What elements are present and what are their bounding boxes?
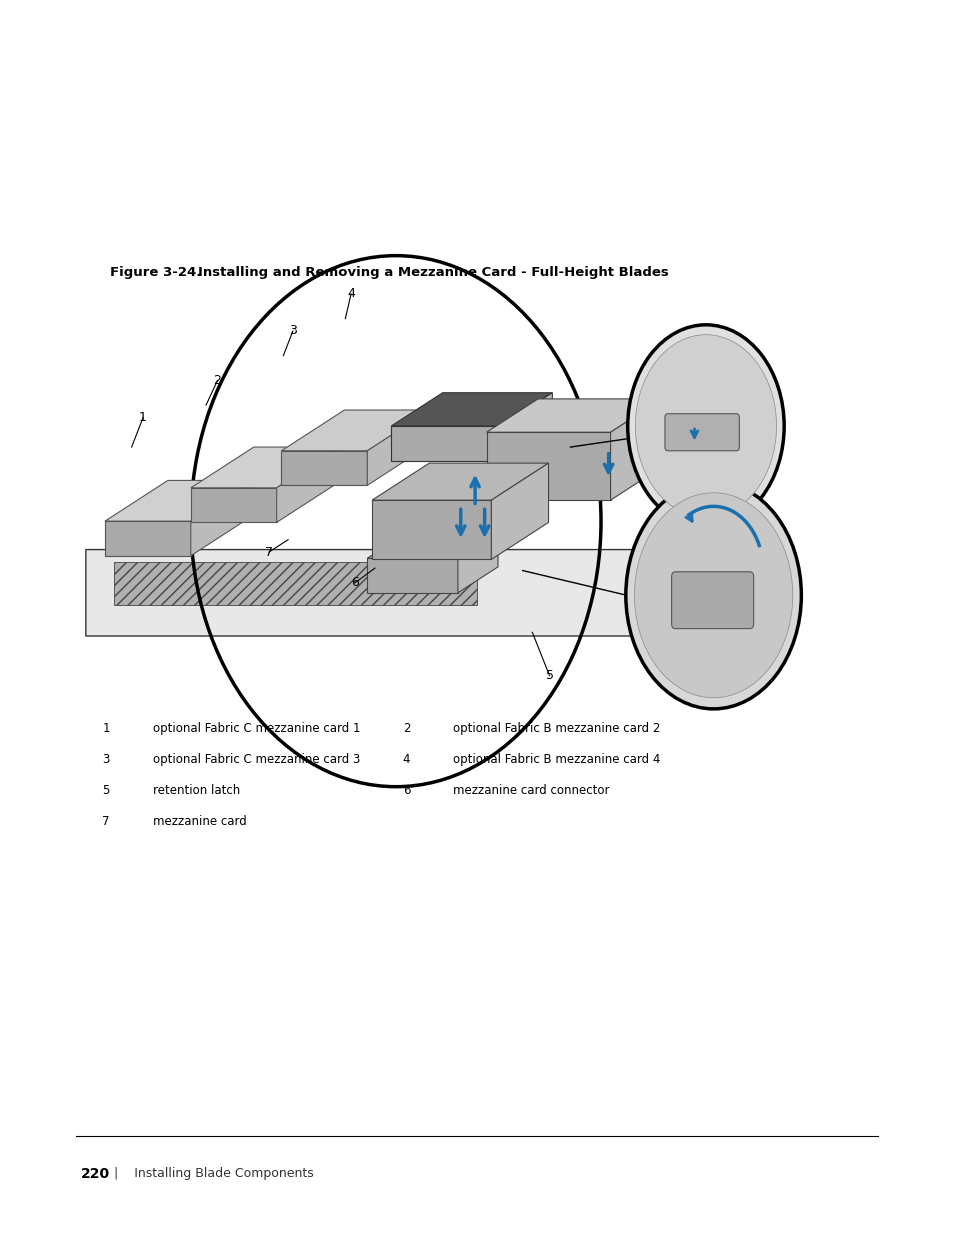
Polygon shape bbox=[372, 500, 491, 559]
Polygon shape bbox=[457, 532, 497, 593]
Text: 3: 3 bbox=[102, 753, 110, 767]
Text: Installing and Removing a Mezzanine Card - Full-Height Blades: Installing and Removing a Mezzanine Card… bbox=[198, 266, 668, 279]
Circle shape bbox=[625, 482, 801, 709]
Polygon shape bbox=[391, 393, 552, 426]
Text: mezzanine card: mezzanine card bbox=[152, 815, 246, 829]
Text: optional Fabric C mezzanine card 3: optional Fabric C mezzanine card 3 bbox=[152, 753, 359, 767]
Polygon shape bbox=[367, 532, 497, 558]
Text: 4: 4 bbox=[402, 753, 410, 767]
FancyBboxPatch shape bbox=[664, 414, 739, 451]
Text: 1: 1 bbox=[102, 722, 110, 736]
Polygon shape bbox=[281, 410, 430, 451]
Polygon shape bbox=[372, 463, 548, 500]
Text: Figure 3-24.: Figure 3-24. bbox=[110, 266, 201, 279]
Text: optional Fabric B mezzanine card 4: optional Fabric B mezzanine card 4 bbox=[453, 753, 659, 767]
Text: 6: 6 bbox=[402, 784, 410, 798]
Text: |    Installing Blade Components: | Installing Blade Components bbox=[114, 1167, 314, 1181]
Text: 2: 2 bbox=[213, 374, 221, 387]
Polygon shape bbox=[610, 399, 661, 500]
Polygon shape bbox=[367, 410, 430, 485]
Circle shape bbox=[635, 335, 776, 517]
Polygon shape bbox=[191, 480, 253, 556]
Polygon shape bbox=[281, 451, 367, 485]
Polygon shape bbox=[114, 562, 476, 605]
Text: retention latch: retention latch bbox=[152, 784, 239, 798]
Text: 7: 7 bbox=[265, 546, 273, 558]
Text: 5: 5 bbox=[545, 669, 553, 682]
Text: optional Fabric B mezzanine card 2: optional Fabric B mezzanine card 2 bbox=[453, 722, 659, 736]
Text: 5: 5 bbox=[102, 784, 110, 798]
Polygon shape bbox=[105, 480, 253, 521]
Circle shape bbox=[634, 493, 792, 698]
Polygon shape bbox=[105, 521, 191, 556]
Text: 4: 4 bbox=[347, 288, 355, 300]
Text: 2: 2 bbox=[402, 722, 410, 736]
Text: 220: 220 bbox=[81, 1167, 111, 1181]
Polygon shape bbox=[491, 463, 548, 559]
Polygon shape bbox=[86, 550, 715, 636]
Polygon shape bbox=[191, 488, 276, 522]
Polygon shape bbox=[486, 399, 661, 432]
FancyBboxPatch shape bbox=[671, 572, 753, 629]
Polygon shape bbox=[500, 393, 552, 461]
Polygon shape bbox=[191, 447, 339, 488]
Polygon shape bbox=[391, 426, 500, 461]
Polygon shape bbox=[486, 432, 610, 500]
Polygon shape bbox=[276, 447, 339, 522]
Text: optional Fabric C mezzanine card 1: optional Fabric C mezzanine card 1 bbox=[152, 722, 360, 736]
Text: 7: 7 bbox=[102, 815, 110, 829]
Text: 1: 1 bbox=[139, 411, 147, 424]
Text: 6: 6 bbox=[351, 577, 358, 589]
Text: 3: 3 bbox=[289, 325, 296, 337]
Text: mezzanine card connector: mezzanine card connector bbox=[453, 784, 609, 798]
Polygon shape bbox=[367, 558, 457, 593]
Circle shape bbox=[627, 325, 783, 527]
